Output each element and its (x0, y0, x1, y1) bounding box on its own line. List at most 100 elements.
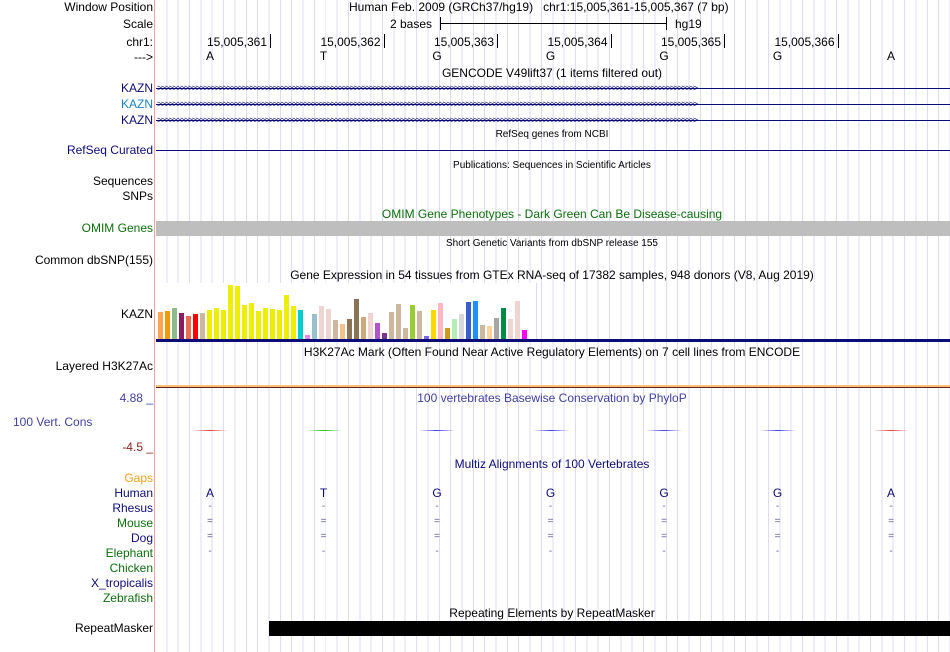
omim-label[interactable]: OMIM Genes (81, 221, 153, 235)
gtex-bar[interactable] (487, 326, 492, 340)
gtex-bar[interactable] (403, 328, 408, 340)
coord-tick (497, 34, 498, 48)
gtex-bar[interactable] (494, 318, 499, 340)
gtex-bar[interactable] (417, 311, 422, 340)
gtex-title: Gene Expression in 54 tissues from GTEx … (290, 268, 814, 282)
strand-arrows-icon: >>>>>>>>>>>>>>>>>>>>>>>>>>>>>>>>>>>>>>>>… (157, 84, 698, 93)
alignment-base: = (888, 531, 894, 542)
gene-line[interactable] (156, 120, 950, 121)
gtex-bar[interactable] (508, 319, 513, 340)
position: chr1:15,005,361-15,005,367 (7 bp) (543, 0, 729, 14)
gtex-bar[interactable] (221, 310, 226, 340)
species-label[interactable]: Zebrafish (102, 591, 153, 605)
gene-line[interactable] (156, 104, 950, 105)
gene-label[interactable]: KAZN (120, 81, 153, 95)
phylop-mark (873, 430, 909, 431)
gtex-bar[interactable] (214, 308, 219, 340)
gtex-bar[interactable] (522, 330, 527, 340)
species-label[interactable]: Rhesus (112, 501, 153, 515)
gene-line[interactable] (156, 88, 950, 89)
pubs-label-sequences[interactable]: Sequences (92, 174, 153, 188)
gtex-bar[interactable] (480, 325, 485, 340)
alignment-base: G (772, 486, 783, 500)
gtex-bar[interactable] (319, 306, 324, 340)
gtex-bar[interactable] (172, 308, 177, 340)
gtex-bar-chart[interactable] (156, 283, 537, 340)
gtex-bar[interactable] (200, 313, 205, 340)
gtex-bar[interactable] (228, 285, 233, 340)
alignment-base: = (774, 531, 781, 542)
strand-arrows-icon: >>>>>>>>>>>>>>>>>>>>>>>>>>>>>>>>>>>>>>>>… (157, 100, 698, 109)
gtex-bar[interactable] (326, 309, 331, 340)
gtex-bar[interactable] (375, 323, 380, 340)
gtex-bar[interactable] (284, 295, 289, 340)
gtex-bar[interactable] (186, 316, 191, 340)
species-label[interactable]: Chicken (109, 561, 153, 575)
gtex-bar[interactable] (291, 306, 296, 340)
species-label[interactable]: Elephant (105, 546, 153, 560)
gtex-bar[interactable] (277, 310, 282, 340)
gtex-bar[interactable] (207, 310, 212, 340)
gtex-bar[interactable] (515, 301, 520, 340)
alignment-base: = (547, 531, 554, 542)
omim-title: OMIM Gene Phenotypes - Dark Green Can Be… (381, 207, 723, 221)
scale-tick (666, 17, 667, 30)
alignment-base: = (547, 516, 554, 527)
species-label[interactable]: X_tropicalis (90, 576, 153, 590)
base-letter: A (205, 49, 215, 63)
gtex-bar[interactable] (396, 304, 401, 340)
gtex-bar[interactable] (354, 299, 359, 340)
species-label[interactable]: Dog (130, 531, 153, 545)
gtex-bar[interactable] (158, 312, 163, 340)
refseq-label[interactable]: RefSeq Curated (66, 143, 153, 157)
species-label[interactable]: Human (114, 486, 153, 500)
pubs-label-snps[interactable]: SNPs (122, 189, 153, 203)
gene-label[interactable]: KAZN (120, 113, 153, 127)
gtex-bar[interactable] (459, 314, 464, 340)
repeat-element[interactable] (269, 621, 950, 636)
alignment-base: - (548, 546, 553, 557)
gtex-bar[interactable] (333, 320, 338, 340)
gtex-bar[interactable] (312, 314, 317, 340)
gtex-bar[interactable] (242, 305, 247, 340)
dbsnp-label[interactable]: Common dbSNP(155) (34, 253, 153, 267)
gtex-bar[interactable] (193, 314, 198, 340)
gtex-bar[interactable] (179, 313, 184, 340)
h3k27ac-label[interactable]: Layered H3K27Ac (55, 359, 153, 373)
gtex-bar[interactable] (347, 319, 352, 340)
gtex-bar[interactable] (270, 309, 275, 340)
gtex-bar[interactable] (382, 333, 387, 340)
gtex-bar[interactable] (298, 310, 303, 340)
gtex-bar[interactable] (305, 335, 310, 340)
gtex-label[interactable]: KAZN (120, 307, 153, 321)
phylop-label[interactable]: 100 Vert. Cons (13, 415, 93, 429)
rmsk-label[interactable]: RepeatMasker (74, 621, 153, 635)
gtex-bar[interactable] (424, 336, 429, 340)
gtex-bar[interactable] (431, 310, 436, 340)
gtex-bar[interactable] (501, 308, 506, 340)
phylop-min: -4.5 _ (122, 440, 153, 454)
alignment-base: = (661, 531, 667, 542)
gtex-bar[interactable] (473, 301, 478, 340)
gtex-bar[interactable] (368, 313, 373, 340)
refseq-title: RefSeq genes from NCBI (495, 129, 609, 140)
gtex-bar[interactable] (235, 286, 240, 340)
gtex-bar[interactable] (438, 303, 443, 340)
gtex-bar[interactable] (165, 311, 170, 340)
gtex-bar[interactable] (445, 328, 450, 340)
refseq-gene-line[interactable] (156, 150, 950, 151)
omim-feature[interactable] (156, 221, 950, 236)
gtex-bar[interactable] (361, 317, 366, 340)
gtex-bar[interactable] (263, 308, 268, 340)
species-label[interactable]: Mouse (116, 516, 153, 530)
gtex-bar[interactable] (389, 312, 394, 340)
phylop-mark (759, 430, 796, 431)
gtex-bar[interactable] (340, 324, 345, 340)
gtex-bar[interactable] (256, 311, 261, 340)
gtex-bar[interactable] (452, 319, 457, 340)
gtex-bar[interactable] (410, 305, 415, 340)
gtex-bar[interactable] (249, 303, 254, 340)
gene-label[interactable]: KAZN (120, 97, 153, 111)
gtex-bar[interactable] (466, 302, 471, 340)
